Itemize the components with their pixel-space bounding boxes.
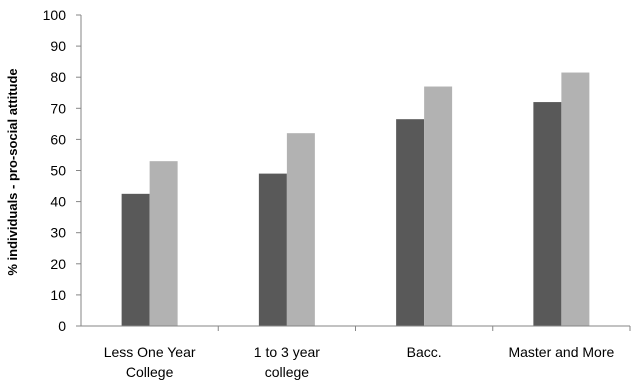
- y-tick-label: 40: [50, 194, 66, 210]
- y-tick-label: 0: [58, 318, 66, 334]
- bar: [121, 193, 150, 326]
- x-category-label-line: Bacc.: [407, 344, 442, 360]
- bar: [424, 86, 453, 326]
- x-category-label-line: College: [126, 364, 174, 380]
- bars: [121, 72, 590, 326]
- x-axis-categories: Less One Year College 1 to 3 year college Ba…: [104, 326, 631, 380]
- y-tick-label: 60: [50, 131, 66, 147]
- bar: [286, 133, 315, 326]
- y-tick-label: 50: [50, 163, 66, 179]
- bar: [533, 102, 562, 326]
- y-tick-label: 30: [50, 225, 66, 241]
- x-category-label-line: Less One Year: [104, 344, 196, 360]
- y-tick-label: 90: [50, 38, 66, 54]
- bar: [396, 119, 425, 326]
- y-tick-label: 10: [50, 287, 66, 303]
- x-category-label: Bacc.: [407, 344, 442, 360]
- y-tick-label: 80: [50, 69, 66, 85]
- y-tick-label: 20: [50, 256, 66, 272]
- x-category-label: Master and More: [508, 344, 614, 360]
- bar: [561, 72, 590, 326]
- y-axis-label: % individuals - pro-social attitude: [5, 68, 20, 275]
- x-category-label: 1 to 3 year college: [254, 344, 320, 380]
- bar: [149, 161, 178, 326]
- y-tick-label: 100: [43, 7, 67, 23]
- x-category-label-line: college: [265, 364, 310, 380]
- bar: [258, 173, 287, 326]
- x-category-label: Less One Year College: [104, 344, 196, 380]
- x-category-label-line: 1 to 3 year: [254, 344, 320, 360]
- y-axis-ticks: 0 10 20 30 40 50 60 70 80 90 100: [43, 7, 81, 334]
- x-category-label-line: Master and More: [508, 344, 614, 360]
- y-tick-label: 70: [50, 100, 66, 116]
